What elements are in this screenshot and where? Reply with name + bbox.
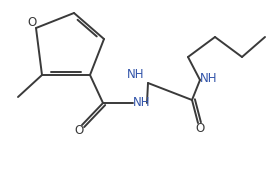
Text: NH: NH bbox=[127, 68, 145, 82]
Text: O: O bbox=[27, 16, 37, 30]
Text: O: O bbox=[74, 124, 84, 138]
Text: NH: NH bbox=[133, 96, 151, 108]
Text: O: O bbox=[195, 122, 205, 135]
Text: NH: NH bbox=[200, 72, 218, 85]
